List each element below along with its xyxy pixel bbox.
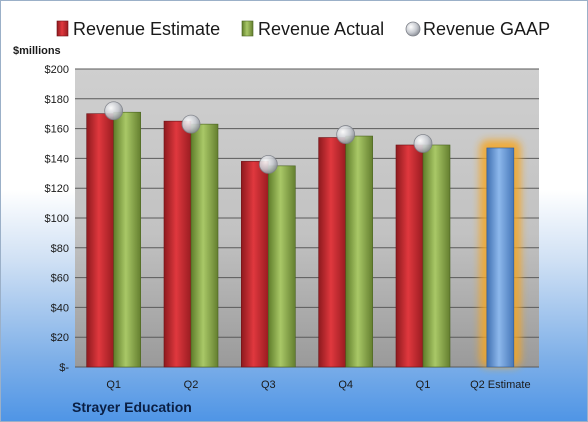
y-tick-label: $80 (51, 243, 69, 255)
company-name: Strayer Education (72, 399, 192, 415)
y-tick-label: $140 (45, 153, 69, 165)
bar-revenue-estimate (163, 120, 192, 368)
x-tick-label: Q3 (261, 379, 276, 391)
bar-revenue-actual (345, 135, 373, 368)
y-tick-label: $100 (45, 213, 69, 225)
bar-q2-estimate (486, 147, 515, 368)
y-tick-label: $60 (51, 273, 69, 285)
y-tick-label: $200 (45, 64, 69, 76)
gaap-markers (104, 101, 433, 174)
bar-revenue-actual (422, 144, 451, 368)
marker-revenue-gaap (181, 114, 201, 134)
bar-series (86, 111, 521, 368)
marker-revenue-gaap (104, 101, 124, 121)
y-tick-label: $20 (51, 332, 69, 344)
bar-revenue-actual (113, 111, 141, 368)
bar-revenue-estimate (395, 144, 424, 368)
y-tick-label: $40 (51, 302, 69, 314)
bar-revenue-actual (190, 123, 219, 368)
y-tick-label: $120 (45, 183, 69, 195)
legend-swatch (405, 21, 421, 37)
legend-swatch (241, 20, 254, 37)
x-tick-label: Q4 (338, 379, 353, 391)
x-axis-ticks: Q1 Q2 Q3 Q4 Q1 Q2 Estimate (106, 379, 530, 391)
chart-legend: Revenue Estimate Revenue Actual Revenue GA… (56, 19, 550, 39)
y-axis-unit-label: $millions (13, 45, 61, 57)
marker-revenue-gaap (413, 134, 433, 153)
marker-revenue-gaap (336, 125, 356, 144)
bar-revenue-actual (268, 165, 296, 368)
bar-revenue-estimate (241, 161, 269, 368)
y-axis-ticks: $- $20 $40 $60 $80 $100 $120 $140 $160 $180 $200 (45, 64, 70, 374)
y-tick-label: $- (59, 362, 69, 374)
x-tick-label: Q2 Estimate (470, 379, 531, 391)
grid-lines (75, 68, 539, 368)
bar-revenue-estimate (86, 113, 114, 368)
bar-revenue-estimate (318, 137, 346, 368)
x-tick-label: Q1 (106, 379, 121, 391)
x-tick-label: Q1 (416, 379, 431, 391)
marker-revenue-gaap (258, 154, 278, 174)
y-tick-label: $160 (45, 124, 69, 136)
y-tick-label: $180 (45, 94, 69, 106)
legend-label: Revenue Actual (258, 19, 384, 39)
legend-swatch (56, 20, 69, 37)
legend-label: Revenue Estimate (73, 19, 220, 39)
x-tick-label: Q2 (184, 379, 199, 391)
legend-label: Revenue GAAP (423, 19, 550, 39)
